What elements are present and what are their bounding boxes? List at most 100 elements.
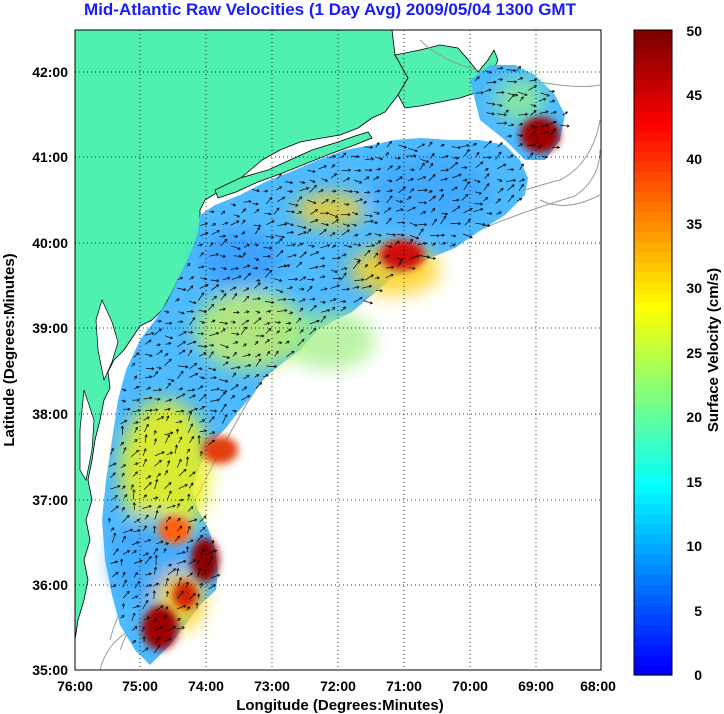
- velocity-arrowhead: [322, 256, 326, 260]
- velocity-arrow: [254, 258, 259, 261]
- velocity-arrowhead: [286, 340, 290, 344]
- velocity-arrow: [440, 155, 449, 159]
- velocity-arrowhead: [211, 303, 215, 307]
- velocity-arrowhead: [183, 287, 187, 292]
- velocity-arrowhead: [221, 289, 225, 293]
- colorbar-step: [634, 513, 672, 525]
- velocity-arrowhead: [316, 251, 320, 255]
- velocity-arrowhead: [312, 297, 316, 301]
- velocity-arrowhead: [379, 289, 383, 293]
- velocity-arrow: [176, 605, 186, 610]
- velocity-arrowhead: [514, 80, 518, 84]
- velocity-arrow: [463, 233, 473, 238]
- velocity-arrow: [320, 257, 325, 260]
- velocity-arrow: [174, 535, 180, 542]
- velocity-arrowhead: [332, 232, 336, 236]
- colorbar-step: [634, 302, 672, 313]
- velocity-arrowhead: [388, 207, 392, 211]
- velocity-arrowhead: [197, 435, 201, 439]
- velocity-arrow: [176, 459, 182, 469]
- velocity-arrow: [264, 270, 272, 278]
- velocity-arrow: [298, 298, 306, 303]
- velocity-arrowhead: [524, 93, 528, 97]
- velocity-arrow: [484, 70, 492, 74]
- velocity-arrowhead: [264, 286, 269, 290]
- velocity-arrowhead: [232, 203, 237, 207]
- velocity-arrowhead: [177, 618, 181, 621]
- velocity-arrow: [220, 210, 226, 215]
- colorbar-step: [634, 60, 672, 71]
- velocity-arrowhead: [410, 178, 414, 182]
- velocity-arrow: [331, 164, 335, 169]
- velocity-arrowhead: [168, 358, 172, 362]
- velocity-arrow: [318, 189, 324, 193]
- velocity-arrowhead: [256, 374, 260, 377]
- velocity-arrowhead: [376, 142, 380, 146]
- velocity-arrow: [177, 371, 184, 379]
- velocity-arrowhead: [187, 606, 191, 610]
- velocity-arrow: [374, 277, 380, 279]
- velocity-arrowhead: [225, 345, 229, 349]
- velocity-arrowhead: [466, 149, 470, 153]
- velocity-arrowhead: [145, 552, 149, 556]
- velocity-arrowhead: [235, 341, 239, 345]
- velocity-arrow: [496, 211, 502, 215]
- velocity-arrow: [209, 431, 215, 435]
- velocity-arrow: [495, 198, 501, 204]
- velocity-arrow: [266, 220, 275, 226]
- velocity-arrowhead: [546, 93, 550, 97]
- velocity-arrowhead: [429, 190, 433, 194]
- velocity-arrow: [526, 144, 535, 147]
- velocity-arrow: [452, 199, 459, 202]
- velocity-arrowhead: [194, 407, 199, 411]
- velocity-arrow: [189, 276, 194, 280]
- velocity-arrowhead: [476, 76, 480, 80]
- velocity-arrowhead: [247, 353, 251, 357]
- velocity-arrow: [396, 257, 403, 261]
- velocity-arrow: [321, 223, 329, 226]
- velocity-arrow: [165, 516, 171, 523]
- velocity-arrow: [439, 194, 444, 201]
- velocity-arrowhead: [391, 265, 395, 269]
- velocity-arrow: [318, 165, 327, 170]
- velocity-arrowhead: [291, 350, 295, 354]
- velocity-arrow: [222, 414, 227, 424]
- velocity-arrowhead: [130, 484, 134, 488]
- x-tick-label: 72:00: [320, 678, 356, 694]
- velocity-arrowhead: [293, 253, 297, 257]
- velocity-arrow: [486, 212, 492, 215]
- velocity-arrowhead: [198, 567, 202, 571]
- velocity-arrow: [199, 376, 205, 379]
- velocity-arrow: [187, 572, 193, 578]
- velocity-arrowhead: [203, 429, 208, 433]
- velocity-arrowhead: [276, 207, 280, 211]
- velocity-arrowhead: [191, 435, 195, 440]
- velocity-arrowhead: [148, 475, 152, 479]
- velocity-arrow: [200, 451, 203, 457]
- velocity-arrow: [164, 470, 168, 476]
- colorbar-step: [634, 584, 672, 595]
- velocity-arrowhead: [369, 168, 373, 172]
- velocity-arrow: [142, 525, 147, 532]
- velocity-arrowhead: [213, 295, 217, 299]
- velocity-arrow: [178, 311, 185, 314]
- velocity-arrowhead: [111, 527, 115, 531]
- velocity-arrow: [277, 196, 285, 202]
- velocity-arrow: [178, 331, 187, 337]
- velocity-arrowhead: [174, 444, 178, 448]
- velocity-arrow: [505, 179, 516, 182]
- velocity-arrowhead: [148, 339, 152, 343]
- velocity-arrow: [373, 252, 378, 259]
- velocity-arrowhead: [346, 177, 351, 181]
- velocity-arrow: [319, 229, 327, 236]
- velocity-arrow: [230, 203, 236, 206]
- velocity-arrow: [142, 600, 149, 609]
- velocity-arrow: [251, 189, 260, 192]
- colorbar-step: [634, 624, 672, 636]
- velocity-arrow: [144, 434, 147, 443]
- velocity-arrowhead: [236, 214, 241, 218]
- velocity-arrow: [285, 221, 294, 226]
- velocity-arrowhead: [185, 545, 189, 549]
- velocity-arrowhead: [149, 375, 153, 379]
- velocity-arrowhead: [204, 277, 208, 281]
